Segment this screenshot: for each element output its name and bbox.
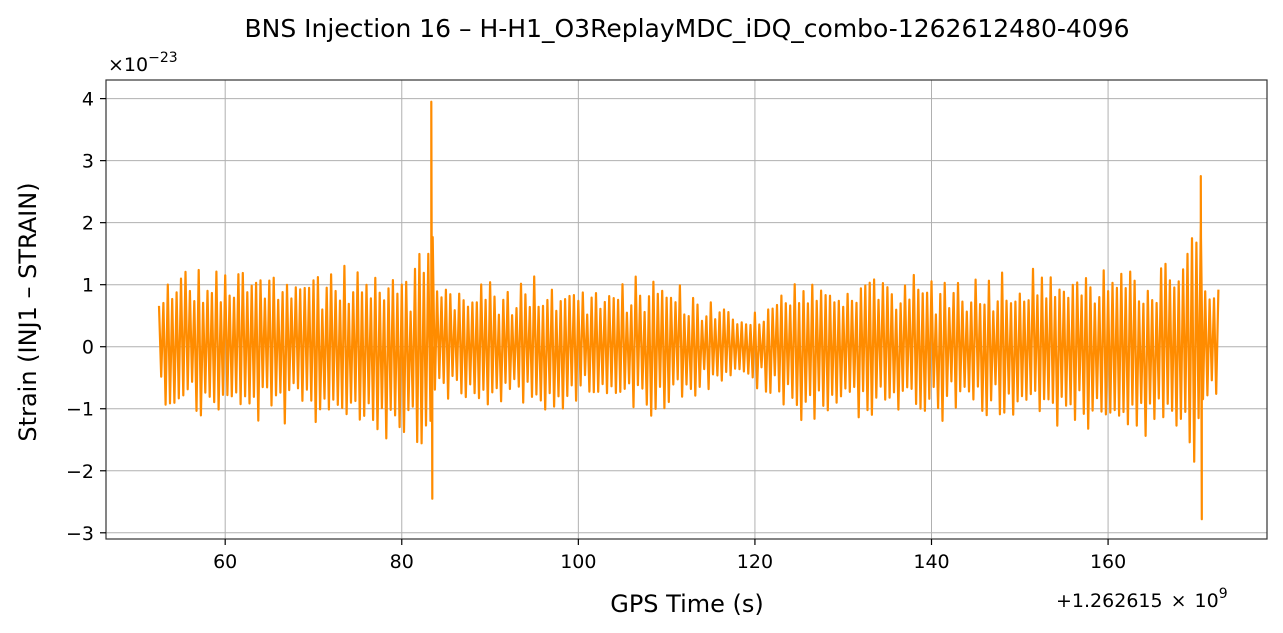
strain-series-line (157, 100, 1220, 521)
y-tick-label: −3 (66, 523, 94, 545)
y-scale-base: ×10 (108, 54, 148, 76)
y-tick-label: 1 (82, 275, 94, 297)
chart-title: BNS Injection 16 – H-H1_O3ReplayMDC_iDQ_… (244, 14, 1129, 43)
plot-frame (105, 79, 1268, 540)
x-offset-ten: 10 (1195, 590, 1219, 612)
x-tick-label: 120 (737, 551, 773, 573)
x-tick-label: 80 (390, 551, 414, 573)
x-offset-label: +1.262615 × 109 (1056, 586, 1228, 612)
y-tick-label: −1 (66, 399, 94, 421)
data-layer (157, 100, 1220, 521)
x-offset-base: +1.262615 (1056, 590, 1163, 612)
y-axis-label: Strain (INJ1 – STRAIN) (14, 182, 42, 441)
y-tick-label: 0 (82, 337, 94, 359)
x-offset-exponent: 9 (1219, 586, 1228, 602)
y-tick-label: 3 (82, 151, 94, 173)
y-scale-multiplier: ×10−23 (108, 50, 178, 76)
x-tick-label: 60 (213, 551, 237, 573)
y-scale-exponent: −23 (148, 50, 178, 66)
x-tick-label: 160 (1090, 551, 1126, 573)
y-tick-label: −2 (66, 461, 94, 483)
y-tick-label: 4 (82, 89, 94, 111)
x-offset-times: × (1171, 590, 1187, 612)
x-axis-label: GPS Time (s) (610, 590, 764, 618)
plot-area: 60 80 100 120 140 160 −3 −2 −1 0 1 2 3 4 (66, 79, 1268, 573)
x-tick-label: 100 (560, 551, 596, 573)
x-tick-label: 140 (913, 551, 949, 573)
y-tick-label: 2 (82, 213, 94, 235)
tick-layer: 60 80 100 120 140 160 −3 −2 −1 0 1 2 3 4 (66, 89, 1126, 573)
